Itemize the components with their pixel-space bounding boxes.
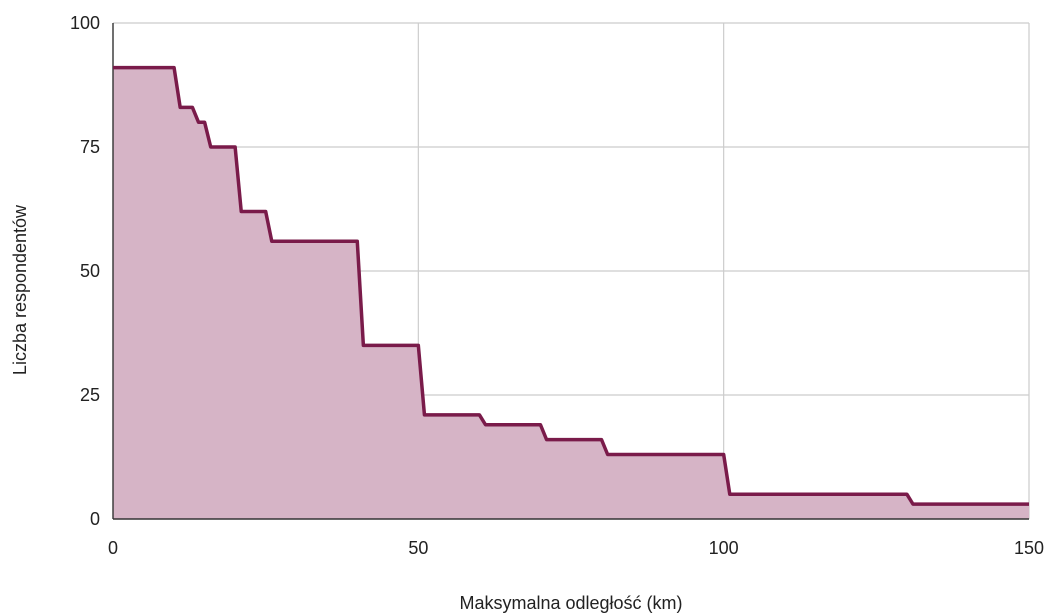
y-tick-label: 50 (80, 261, 100, 281)
y-axis-title: Liczba respondentów (10, 204, 30, 375)
series-line (113, 65, 1029, 506)
x-axis-title: Maksymalna odległość (km) (459, 593, 682, 613)
x-tick-label: 100 (709, 538, 739, 558)
axes (112, 23, 1029, 520)
x-tick-label: 0 (108, 538, 118, 558)
y-tick-label: 25 (80, 385, 100, 405)
y-tick-label: 75 (80, 137, 100, 157)
x-tick-label: 150 (1014, 538, 1044, 558)
y-tick-label: 0 (90, 509, 100, 529)
series-area-fill (113, 67, 1029, 519)
x-tick-label: 50 (408, 538, 428, 558)
tick-labels: 0 25 50 75 100 0 50 100 150 (70, 13, 1044, 558)
y-tick-label: 100 (70, 13, 100, 33)
